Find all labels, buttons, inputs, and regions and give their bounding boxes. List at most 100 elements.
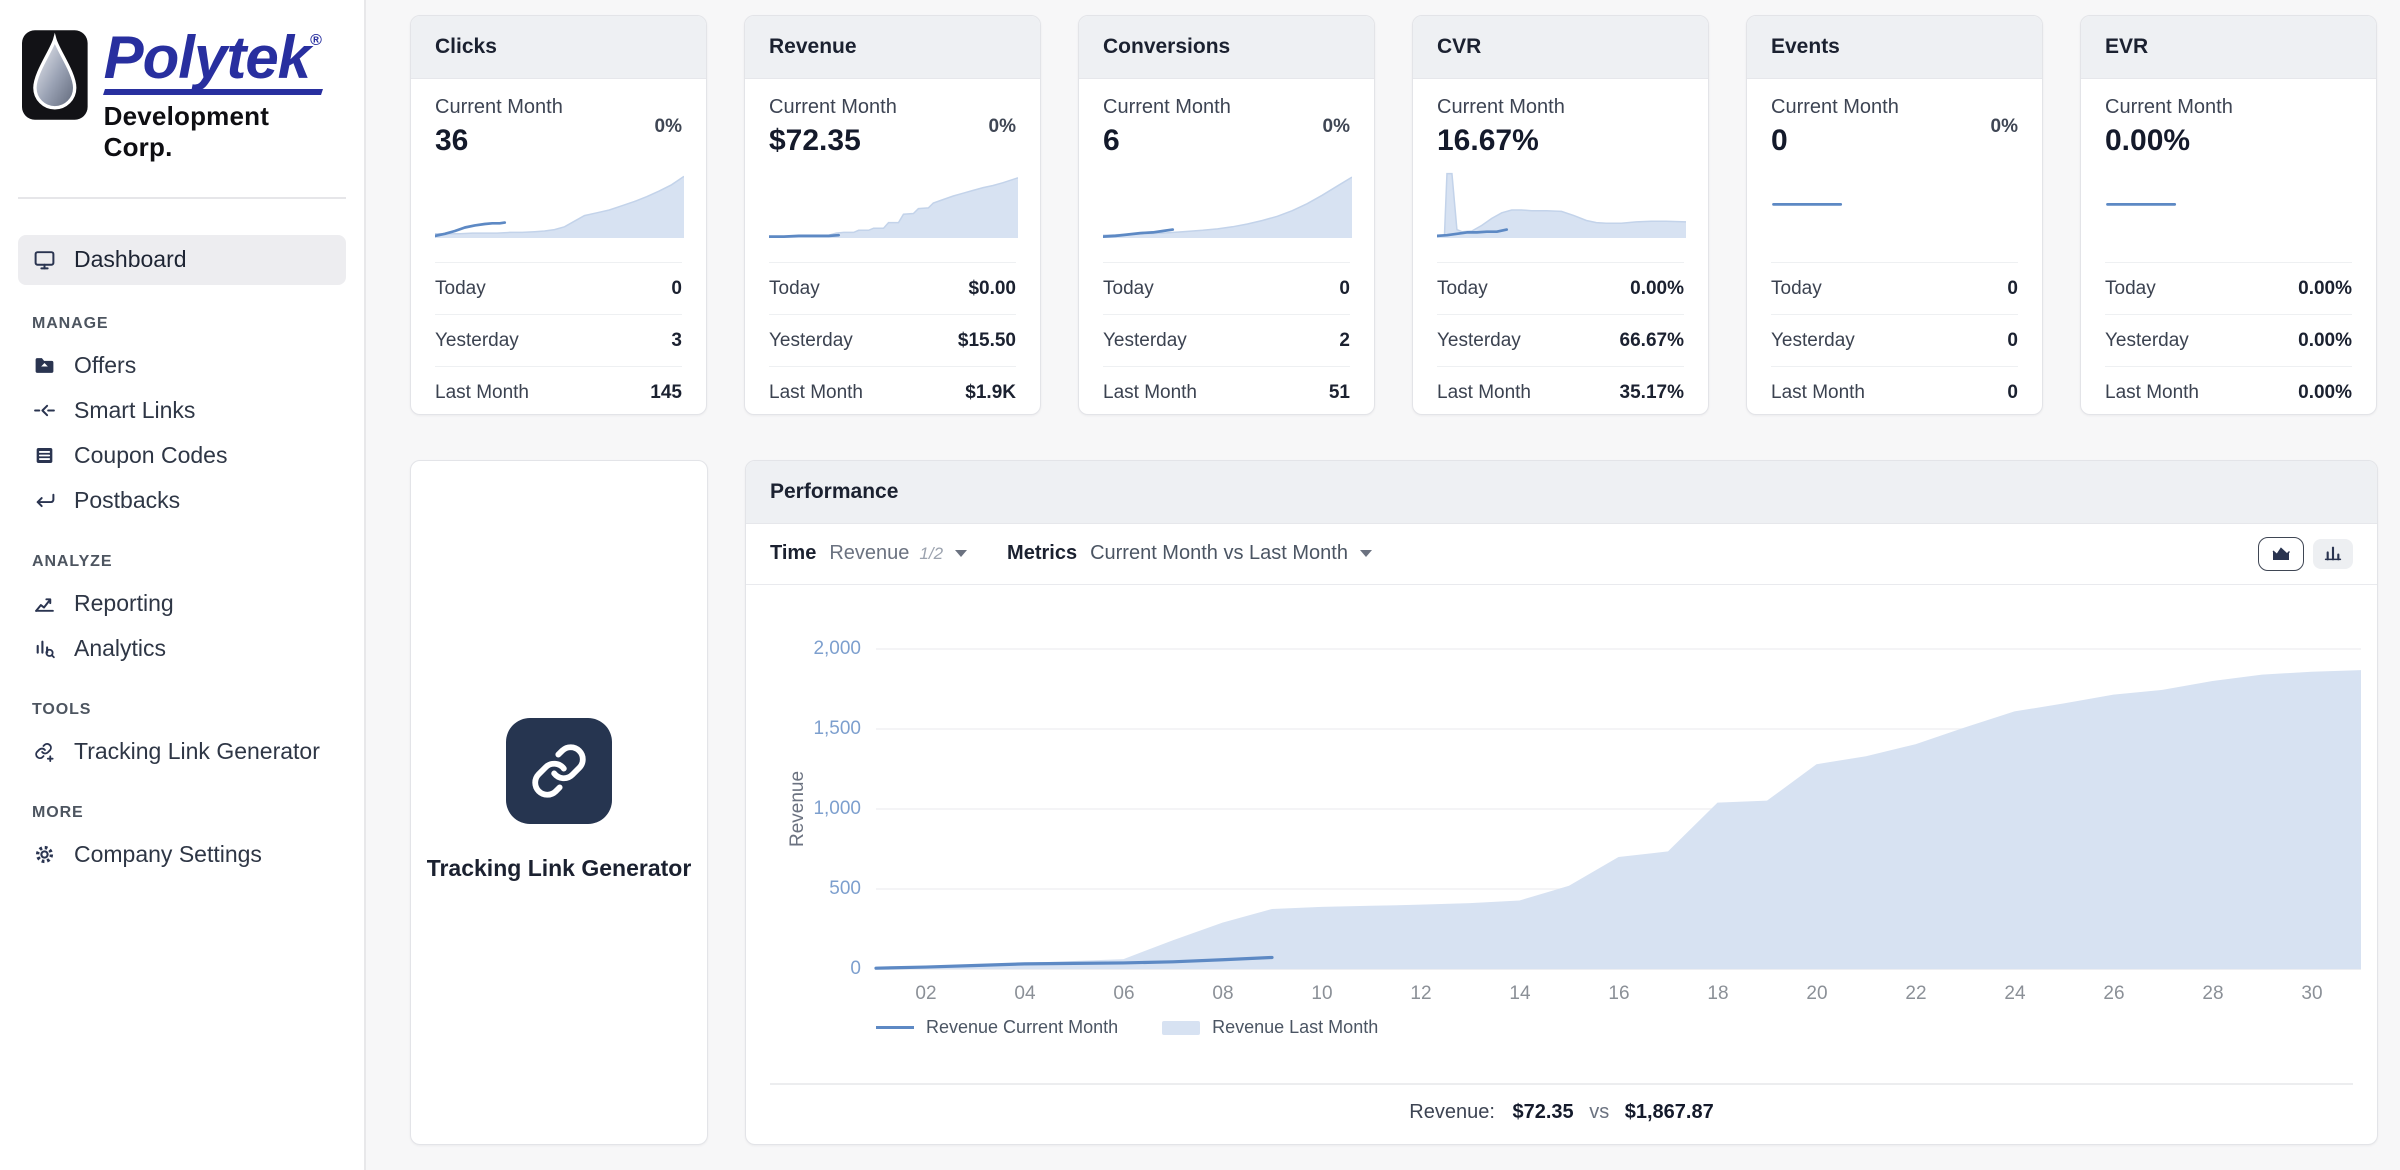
stat-row-yesterday: Yesterday 2 — [1103, 314, 1350, 366]
brand-underline — [102, 89, 323, 95]
y-tick: 1,000 — [813, 798, 861, 819]
row-label: Last Month — [1103, 381, 1197, 403]
sidebar-item-smart-links[interactable]: Smart Links — [18, 388, 346, 433]
stat-row-yesterday: Yesterday $15.50 — [769, 314, 1016, 366]
stat-row-yesterday: Yesterday 0 — [1771, 314, 2018, 366]
revenue-summary: Revenue: $72.35 vs $1,867.87 — [746, 1101, 2377, 1124]
card-title: CVR — [1413, 16, 1708, 79]
stat-card-conversions: Conversions Current Month 6 0% Today 0 Ye… — [1078, 15, 1375, 415]
main-content: Clicks Current Month 36 0% Today 0 Yester… — [366, 0, 2400, 1170]
summary-label: Revenue: — [1409, 1101, 1495, 1123]
x-tick: 24 — [2004, 983, 2026, 1004]
tracking-link-generator-tile[interactable] — [506, 718, 612, 824]
y-tick: 0 — [850, 958, 861, 979]
x-tick: 14 — [1509, 983, 1531, 1004]
sidebar-item-reporting[interactable]: Reporting — [18, 581, 346, 626]
row-label: Last Month — [435, 381, 529, 403]
sidebar-item-coupon-codes[interactable]: Coupon Codes — [18, 433, 346, 478]
section-title: ANALYZE — [32, 552, 113, 570]
time-value: Revenue — [829, 542, 910, 564]
stat-card-clicks: Clicks Current Month 36 0% Today 0 Yester… — [410, 15, 707, 415]
stat-row-today: Today 0.00% — [2105, 262, 2352, 314]
card-title: Clicks — [411, 16, 706, 79]
row-label: Last Month — [1437, 381, 1531, 403]
current-month-value: 6 — [1103, 124, 1120, 157]
legend-item-last-month[interactable]: Revenue Last Month — [1162, 1017, 1378, 1038]
x-tick: 04 — [1014, 983, 1036, 1004]
sidebar-item-company-settings[interactable]: Company Settings — [18, 832, 346, 877]
row-value: 145 — [650, 381, 682, 403]
x-tick: 08 — [1212, 983, 1234, 1004]
y-tick: 500 — [829, 878, 861, 899]
legend-item-current-month[interactable]: Revenue Current Month — [876, 1017, 1118, 1038]
current-month-value: $72.35 — [769, 124, 861, 157]
current-month-value: 16.67% — [1437, 124, 1539, 157]
row-label: Today — [1103, 277, 1154, 299]
change-badge: 0% — [988, 116, 1016, 137]
section-title: TOOLS — [32, 700, 92, 718]
sidebar-divider — [18, 197, 346, 199]
performance-chart-plot[interactable] — [876, 649, 2361, 969]
sparkline-chart — [1437, 168, 1686, 238]
metrics-dropdown[interactable]: Metrics Current Month vs Last Month — [1007, 542, 1372, 565]
chevron-down-icon — [955, 550, 968, 557]
stat-row-last-month: Last Month 51 — [1103, 366, 1350, 418]
row-value: $15.50 — [957, 329, 1016, 351]
bar-chart-toggle-button[interactable] — [2313, 538, 2353, 569]
sidebar: Polytek ® Development Corp. Dashboard MA… — [0, 0, 366, 1170]
brand-name: Polytek — [103, 24, 311, 91]
row-value: 66.67% — [1619, 329, 1684, 351]
row-label: Yesterday — [2105, 329, 2189, 351]
folder-icon — [32, 353, 56, 377]
row-label: Today — [1771, 277, 1822, 299]
row-value: 0 — [2007, 381, 2018, 403]
line-swatch-icon — [876, 1026, 914, 1029]
row-label: Last Month — [2105, 381, 2199, 403]
area-chart-icon — [2272, 546, 2290, 560]
x-tick: 10 — [1311, 983, 1333, 1004]
stat-row-last-month: Last Month 0.00% — [2105, 366, 2352, 418]
sidebar-item-tracking-link-generator[interactable]: Tracking Link Generator — [18, 729, 346, 774]
summary-vs: vs — [1589, 1101, 1610, 1123]
stat-row-last-month: Last Month $1.9K — [769, 366, 1016, 418]
card-title: Revenue — [745, 16, 1040, 79]
registered-mark: ® — [310, 32, 322, 49]
sidebar-item-label: Offers — [74, 351, 137, 378]
sidebar-item-label: Reporting — [74, 589, 174, 616]
chart-type-toggles — [2258, 536, 2353, 571]
stat-rows: Today $0.00 Yesterday $15.50 Last Month $1.… — [769, 262, 1016, 418]
row-label: Today — [2105, 277, 2156, 299]
stat-row-today: Today $0.00 — [769, 262, 1016, 314]
stat-rows: Today 0 Yesterday 2 Last Month 51 — [1103, 262, 1350, 418]
sidebar-item-postbacks[interactable]: Postbacks — [18, 478, 346, 523]
list-icon — [32, 443, 56, 467]
row-value: 0.00% — [2298, 329, 2352, 351]
sparkline-chart — [1103, 168, 1352, 238]
sidebar-item-analytics[interactable]: Analytics — [18, 626, 346, 671]
stat-row-yesterday: Yesterday 66.67% — [1437, 314, 1684, 366]
sidebar-item-label: Smart Links — [74, 396, 196, 423]
stat-row-today: Today 0 — [1771, 262, 2018, 314]
sidebar-item-offers[interactable]: Offers — [18, 343, 346, 388]
sidebar-item-dashboard[interactable]: Dashboard — [18, 234, 346, 285]
x-tick: 16 — [1608, 983, 1630, 1004]
row-value: $1.9K — [965, 381, 1016, 403]
current-month-value: 0 — [1771, 124, 1788, 157]
stat-row-last-month: Last Month 145 — [435, 366, 682, 418]
period-label: Current Month — [2105, 96, 2233, 118]
sparkline-chart — [2105, 168, 2354, 238]
time-dropdown[interactable]: Time Revenue 1/2 — [770, 542, 968, 565]
row-value: 35.17% — [1619, 381, 1684, 403]
sidebar-item-label: Coupon Codes — [74, 441, 228, 468]
row-value: 0 — [2007, 329, 2018, 351]
summary-divider — [770, 1083, 2353, 1085]
card-title: Events — [1747, 16, 2042, 79]
area-chart-toggle-button[interactable] — [2258, 536, 2304, 571]
metrics-value: Current Month vs Last Month — [1090, 542, 1348, 564]
sidebar-item-label: Postbacks — [74, 486, 181, 513]
return-arrow-icon — [32, 488, 56, 512]
sidebar-section-manage: MANAGE Offers Smart Links — [0, 313, 364, 523]
stat-card-cvr: CVR Current Month 16.67% Today 0.00% Yest… — [1412, 15, 1709, 415]
period-label: Current Month — [1103, 96, 1231, 118]
period-label: Current Month — [1437, 96, 1565, 118]
